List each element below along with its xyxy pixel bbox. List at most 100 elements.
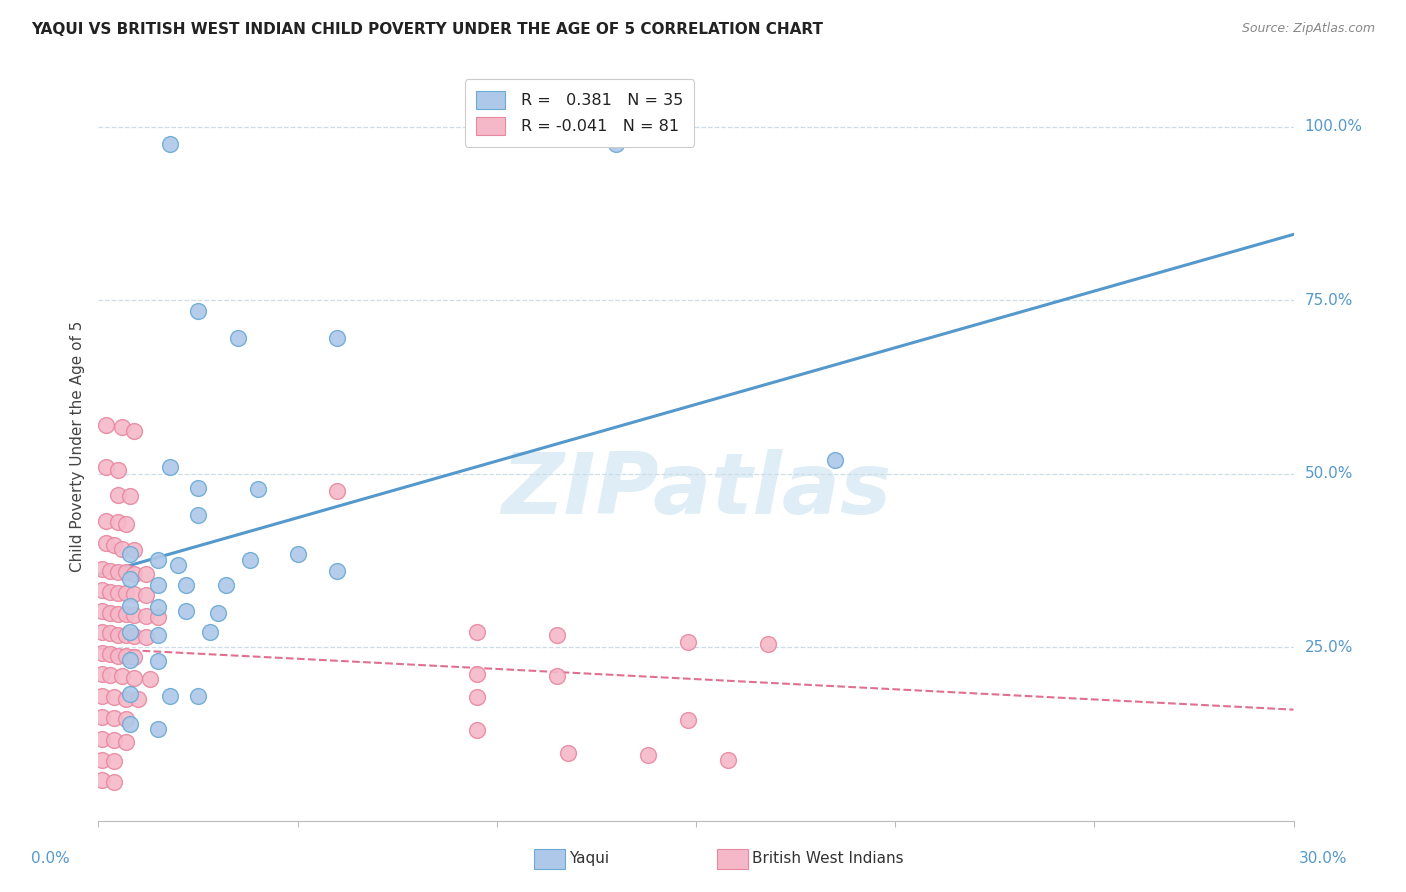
Point xyxy=(546,669,568,683)
Point xyxy=(91,646,114,660)
Point xyxy=(215,578,238,592)
Point xyxy=(107,463,129,477)
Text: 25.0%: 25.0% xyxy=(1305,640,1353,655)
Point xyxy=(115,734,138,748)
Point xyxy=(103,537,125,551)
Point xyxy=(124,671,146,685)
Point xyxy=(115,586,138,600)
Point xyxy=(111,669,134,683)
Point xyxy=(107,487,129,501)
Point xyxy=(115,607,138,621)
Text: 100.0%: 100.0% xyxy=(1305,120,1362,135)
Point xyxy=(103,733,125,747)
Point xyxy=(98,668,122,682)
Point xyxy=(91,689,114,703)
Point xyxy=(124,424,146,438)
Point xyxy=(91,624,114,639)
Point xyxy=(326,484,349,499)
Point xyxy=(676,634,699,648)
Text: 75.0%: 75.0% xyxy=(1305,293,1353,308)
Point xyxy=(124,543,146,558)
Point xyxy=(148,599,170,614)
Point xyxy=(91,709,114,723)
Text: British West Indians: British West Indians xyxy=(752,851,904,865)
Point xyxy=(148,553,170,567)
Point xyxy=(98,584,122,599)
Point xyxy=(115,516,138,531)
Text: 50.0%: 50.0% xyxy=(1305,467,1353,482)
Point xyxy=(124,649,146,664)
Point xyxy=(287,547,309,561)
Text: ZIPatlas: ZIPatlas xyxy=(501,450,891,533)
Point xyxy=(115,566,138,580)
Point xyxy=(124,566,146,581)
Point xyxy=(167,558,190,573)
Point xyxy=(605,137,627,152)
Point xyxy=(174,578,197,592)
Point xyxy=(111,541,134,556)
Legend: R =   0.381   N = 35, R = -0.041   N = 81: R = 0.381 N = 35, R = -0.041 N = 81 xyxy=(465,79,695,146)
Point xyxy=(98,647,122,661)
Point xyxy=(120,687,142,701)
Point xyxy=(824,453,846,467)
Point xyxy=(91,562,114,576)
Point xyxy=(557,746,579,760)
Point xyxy=(124,629,146,643)
Point xyxy=(91,666,114,681)
Text: 30.0%: 30.0% xyxy=(1299,851,1347,865)
Point xyxy=(103,754,125,768)
Point xyxy=(465,690,488,705)
Point xyxy=(107,607,129,621)
Point xyxy=(174,604,197,618)
Point xyxy=(465,666,488,681)
Point xyxy=(115,712,138,726)
Point xyxy=(148,610,170,624)
Point xyxy=(91,731,114,746)
Point xyxy=(148,654,170,668)
Point xyxy=(103,690,125,705)
Point xyxy=(107,628,129,642)
Text: YAQUI VS BRITISH WEST INDIAN CHILD POVERTY UNDER THE AGE OF 5 CORRELATION CHART: YAQUI VS BRITISH WEST INDIAN CHILD POVER… xyxy=(31,22,823,37)
Point xyxy=(98,606,122,620)
Point xyxy=(246,482,269,496)
Point xyxy=(159,689,181,703)
Point xyxy=(107,516,129,530)
Point xyxy=(91,583,114,598)
Point xyxy=(98,564,122,578)
Point xyxy=(135,609,157,624)
Point xyxy=(637,747,659,762)
Point xyxy=(546,628,568,642)
Point xyxy=(115,628,138,642)
Point xyxy=(135,630,157,644)
Point xyxy=(148,628,170,642)
Point xyxy=(226,331,249,345)
Point xyxy=(135,567,157,582)
Point xyxy=(207,606,229,620)
Point xyxy=(107,648,129,663)
Point xyxy=(120,716,142,731)
Point xyxy=(127,692,149,706)
Point xyxy=(676,713,699,727)
Point xyxy=(187,481,209,495)
Point xyxy=(91,753,114,767)
Point xyxy=(139,672,162,686)
Point xyxy=(124,587,146,601)
Point xyxy=(107,586,129,600)
Point xyxy=(187,689,209,703)
Point xyxy=(120,624,142,639)
Point xyxy=(120,547,142,561)
Point xyxy=(465,624,488,639)
Point xyxy=(98,626,122,640)
Point xyxy=(148,722,170,736)
Point xyxy=(107,566,129,580)
Point xyxy=(96,536,118,550)
Point xyxy=(115,648,138,663)
Point xyxy=(103,711,125,725)
Point xyxy=(198,624,221,639)
Point xyxy=(159,459,181,474)
Point xyxy=(124,608,146,623)
Point xyxy=(465,723,488,738)
Point xyxy=(111,419,134,434)
Y-axis label: Child Poverty Under the Age of 5: Child Poverty Under the Age of 5 xyxy=(69,320,84,572)
Point xyxy=(756,637,779,651)
